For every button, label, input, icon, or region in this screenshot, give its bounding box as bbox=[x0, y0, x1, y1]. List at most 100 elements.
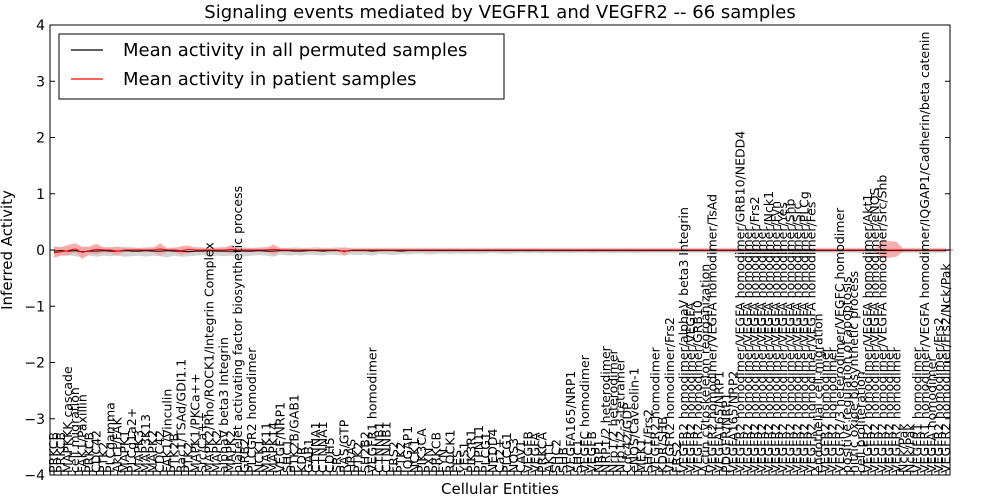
x-tick-label: Actin cytoskeleton reorganization bbox=[697, 264, 712, 473]
x-tick-label: VEGFB bbox=[520, 431, 535, 473]
x-tick-label: VEGFA homodimer bbox=[924, 356, 939, 473]
x-tick-label: VEGFR2 homodimer bbox=[818, 346, 833, 473]
x-tick-label: FAK1/Paxillin bbox=[74, 394, 89, 473]
x-tick-label: VEGFR2 homodimer/VEGFA homodimer/Akt1 bbox=[860, 194, 875, 473]
x-tick-label: MAPK14 bbox=[266, 422, 281, 473]
x-tick-label: VEGFR2 homodimer bbox=[825, 346, 840, 473]
x-tick-label: NRP1/2 heterodimer bbox=[598, 345, 613, 473]
x-tick-label: MAPK1 bbox=[117, 430, 132, 473]
x-tick-label: FAK1/Vinculin bbox=[159, 389, 174, 473]
x-tick-label: SHC1 bbox=[570, 439, 585, 473]
x-tick-label: VEGFR2 homodimer/VEGFA homodimer/eNOS bbox=[867, 187, 882, 473]
x-tick-label: SHB bbox=[556, 447, 571, 473]
y-tick-label: 2 bbox=[36, 131, 45, 147]
x-tick-label: VEGFR2 homodimer/VEGFA homodimer/Fyn bbox=[768, 201, 783, 473]
x-tick-label: PTPN11 bbox=[471, 425, 486, 473]
x-tick-label: VEGFR2 homodimer/VEGFA homodimer/Frs2 bbox=[747, 196, 762, 473]
x-tick-label: PRKCB bbox=[428, 432, 443, 473]
y-tick-label: 3 bbox=[36, 74, 45, 90]
x-tick-label: VEGFR1 homodimer bbox=[910, 346, 925, 473]
x-tick-label: nitric oxide biosynthetic process bbox=[846, 271, 861, 473]
x-tick-label: KDR bbox=[294, 446, 309, 473]
x-tick-label: VEGFR2 homodimer/VEGFA homodimer/Src bbox=[789, 203, 804, 473]
x-tick-label: VEGFR2 homodimer/VEGFA homodimer/GRB10/N… bbox=[733, 131, 748, 473]
x-tick-label: eNOS/Caveolin-1 bbox=[627, 368, 642, 473]
x-tick-label: VEGFB bbox=[584, 431, 599, 473]
legend: Mean activity in all permuted samples Mea… bbox=[58, 33, 505, 100]
x-tick-label: VEGFR2 homodimer/alphaV beta3 Integrin bbox=[676, 207, 691, 473]
x-tick-label: SHC1/Frs2 bbox=[641, 409, 656, 473]
x-tick-label: PIK3CA bbox=[414, 428, 429, 473]
x-tick-label: Nck/Pak bbox=[903, 423, 918, 473]
x-tick-label: VEGFA165/NRP1 bbox=[563, 371, 578, 473]
x-tick-label: VEGFA bbox=[527, 432, 542, 473]
x-tick-label: Cdc42/GDP bbox=[619, 402, 634, 473]
x-tick-label: VEGFR2 homodimer/Frs2/Nck/Pak bbox=[938, 263, 953, 473]
x-tick-label: VEGFR2 homodimer/VEGFA homodimer/Yes bbox=[775, 202, 790, 473]
x-tick-label: cell proliferation bbox=[853, 371, 868, 473]
x-tick-label: MAPKKK cascade bbox=[60, 366, 75, 473]
x-tick-label: platelet activating factor biosynthetic … bbox=[230, 186, 245, 473]
x-tick-label: CTNNB1 bbox=[372, 421, 387, 473]
x-tick-label: PLCgamma bbox=[103, 402, 118, 473]
x-tick-label: PTK2B/GAB1 bbox=[287, 394, 302, 473]
x-tick-label: SH2B2 bbox=[358, 431, 373, 473]
x-tick-label: VEGFR2 homodimer bbox=[881, 346, 896, 473]
y-axis-label: Inferred Activity bbox=[0, 190, 16, 310]
x-tick-label: PTK2 bbox=[181, 442, 196, 473]
x-tick-label: VEGFR2 homodimer/VEGFA homodimer/Shb bbox=[782, 198, 797, 473]
x-tick-label: VEGFR2 homodimer/VEGFA homodimer/Fes bbox=[804, 202, 819, 473]
x-tick-label: MAPK2/Rho/ROCK1/Integrin Complex bbox=[202, 242, 217, 473]
x-tick-label: CDC42 bbox=[152, 430, 167, 473]
x-tick-label: CAV1 bbox=[513, 440, 528, 473]
y-tick-label: −4 bbox=[24, 468, 45, 484]
x-tick-label: MAPK2 bbox=[145, 430, 160, 473]
x-tick-label: YES1 bbox=[457, 442, 472, 474]
x-tick-label: VEGFA165/NRP2 bbox=[726, 371, 741, 473]
x-tick-label: PRKCA bbox=[535, 432, 550, 473]
x-tick-label: CTNNA1 bbox=[308, 421, 323, 473]
x-tick-label: SRC bbox=[329, 448, 344, 473]
chart-title: Signaling events mediated by VEGFR1 and … bbox=[204, 2, 795, 23]
x-tick-label: CDH5 bbox=[322, 437, 337, 473]
x-tick-label: VEGFR2 homodimer bbox=[648, 346, 663, 473]
y-tick-label: −2 bbox=[24, 356, 45, 372]
x-tick-label: MAPK1/PKCa++ bbox=[188, 373, 203, 473]
x-tick-label: PLCg1a2+ bbox=[124, 408, 139, 473]
x-tick-label: MAPK11 bbox=[258, 422, 273, 473]
x-tick-label: VEGF/NRP1 bbox=[273, 402, 288, 473]
x-tick-label: VEGFR2 homodimer/VEGFA homodimer bbox=[754, 226, 769, 473]
x-axis-label: Cellular Entities bbox=[441, 480, 559, 498]
x-tick-label: VEGFR2/3 heterodimer/VEGFC homodimer bbox=[832, 207, 847, 473]
legend-box bbox=[58, 33, 505, 100]
y-tick-label: −3 bbox=[24, 412, 45, 428]
x-tick-label: VEGFR2 homodimer/VEGFA homodimer/PLCg bbox=[796, 191, 811, 473]
x-tick-label: PXN bbox=[421, 448, 436, 473]
x-tick-label: Rac1/TSAd/GDI1.1 bbox=[173, 359, 188, 473]
x-tick-label: MAP3K13 bbox=[138, 414, 153, 473]
x-tick-label: RAS/GTP bbox=[336, 419, 351, 473]
x-tick-label: PRKCB bbox=[81, 432, 96, 473]
x-tick-label: VEGFR2 homodimer/VEGFA homodimer/Src/Shb bbox=[874, 175, 889, 473]
x-tick-label: KDR/SHB bbox=[655, 416, 670, 473]
x-tick-label: VEGFA165/NRP1 bbox=[712, 371, 727, 473]
x-tick-label: VEGFR2 homodimer/Frs2 bbox=[662, 317, 677, 473]
x-tick-label: VEGFR1 homodimer/VEGFA homodimer/IQGAP1/… bbox=[917, 32, 932, 473]
x-tick-label: PTK2B bbox=[166, 433, 181, 473]
x-tick-label: positive regulation of apoptosis bbox=[839, 276, 854, 473]
x-tick-label: PTK2 bbox=[393, 442, 408, 473]
legend-label: Mean activity in all permuted samples bbox=[123, 40, 467, 61]
x-tick-label: CTNNA1 bbox=[315, 421, 330, 473]
x-tick-label: Ca2+ bbox=[492, 438, 507, 473]
series-line-patient bbox=[53, 248, 946, 254]
x-tick-label: PTK2 bbox=[350, 442, 365, 473]
x-tick-label: Akt1/FAK bbox=[110, 417, 125, 473]
x-tick-label: endothelial cell migration bbox=[811, 313, 826, 473]
x-tick-label: SHC2 bbox=[549, 439, 564, 473]
x-tick-label: MAPK2 bbox=[209, 430, 224, 473]
x-tick-label: PIK3R1 bbox=[464, 429, 479, 473]
x-tick-label: PTK2 bbox=[96, 442, 111, 473]
x-tick-label: VEGFR2 homodimer/Frs2 bbox=[931, 317, 946, 473]
x-tick-label: CTNNB1 bbox=[379, 421, 394, 473]
